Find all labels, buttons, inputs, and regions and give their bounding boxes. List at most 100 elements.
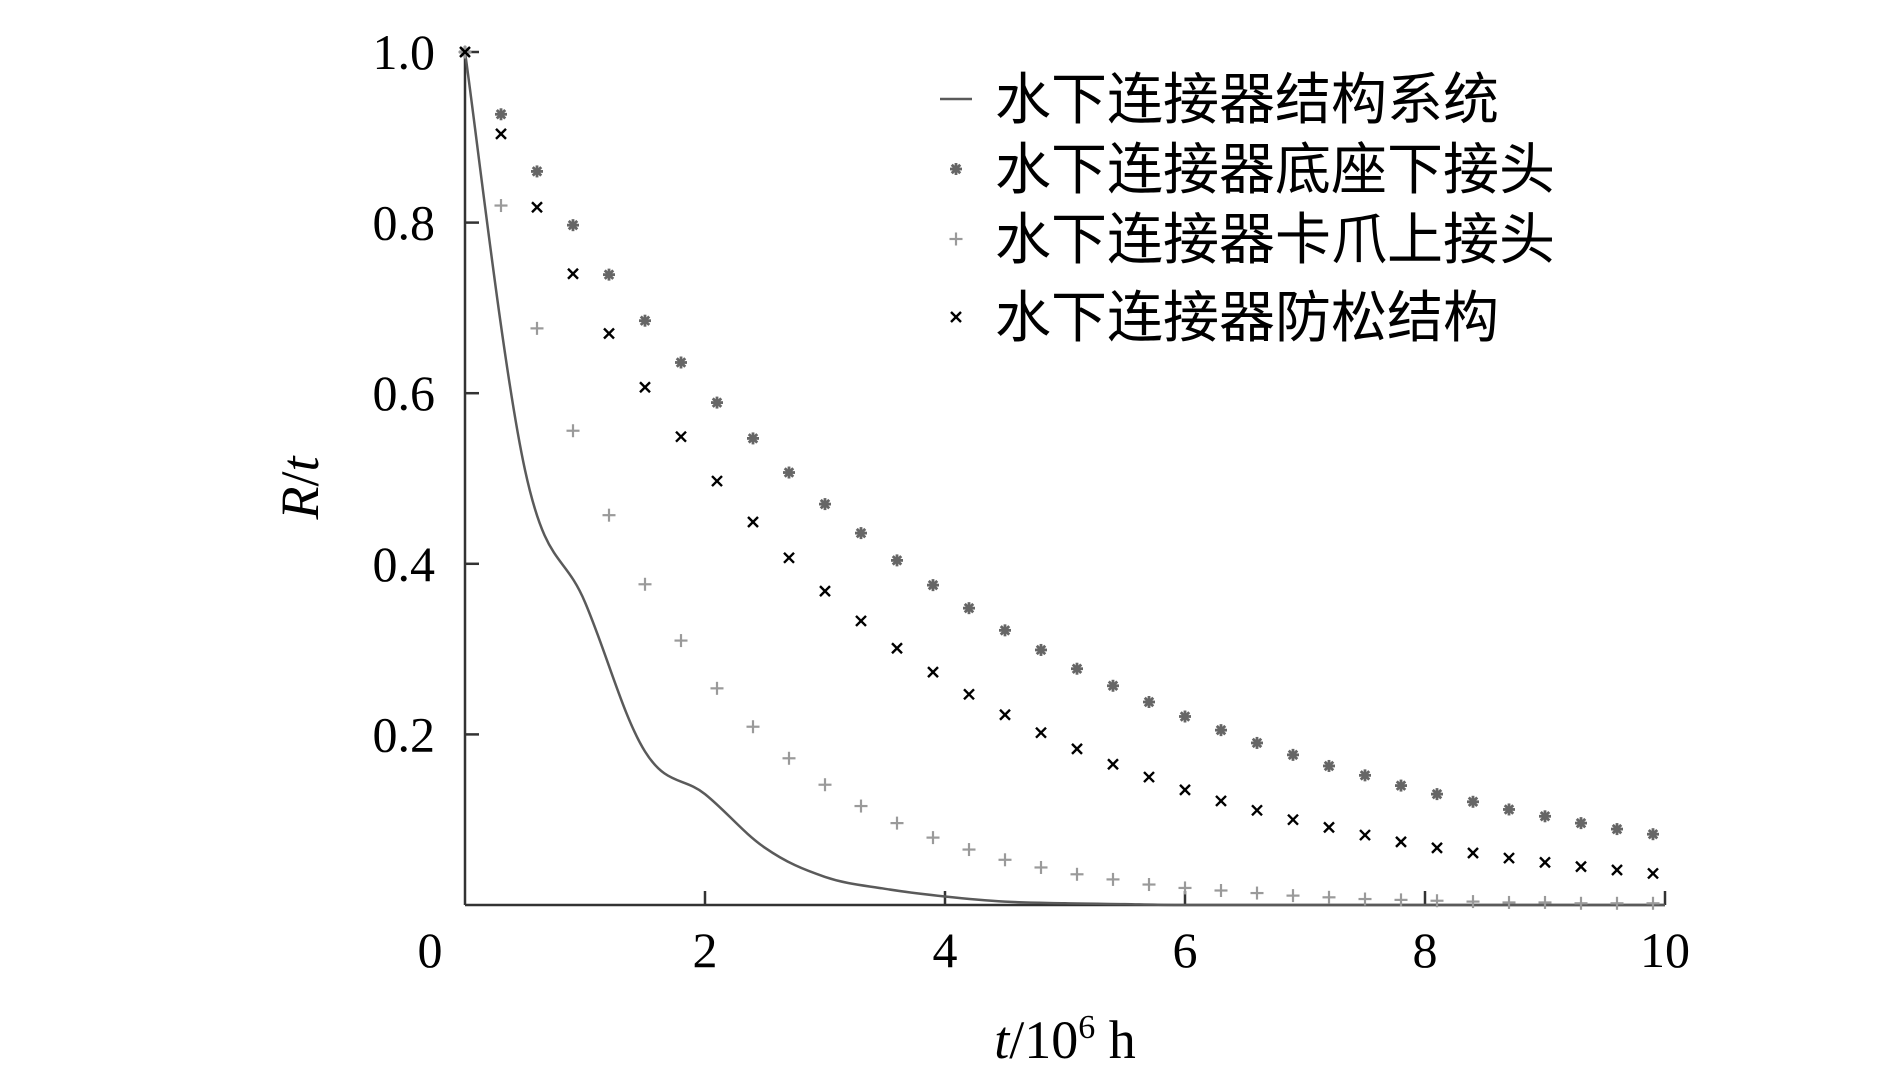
data-point-asterisk <box>1359 769 1371 782</box>
data-point-cross <box>1503 852 1515 864</box>
legend-label: 水下连接器防松结构 <box>995 286 1499 351</box>
data-point-asterisk <box>1467 795 1479 808</box>
legend-marker-asterisk <box>950 163 962 175</box>
data-point-asterisk <box>1143 695 1155 708</box>
data-point-plus <box>710 681 724 695</box>
data-point-plus <box>1142 878 1156 892</box>
data-point-cross <box>1287 813 1299 826</box>
data-point-cross <box>1071 743 1083 755</box>
data-point-cross <box>1179 783 1191 796</box>
data-point-plus <box>1286 889 1300 903</box>
data-point-plus <box>1574 896 1588 910</box>
data-point-cross <box>1251 804 1263 817</box>
data-point-plus <box>782 751 796 765</box>
series-3 <box>459 46 1659 880</box>
data-point-cross <box>1431 842 1443 854</box>
data-point-plus <box>1646 896 1660 910</box>
data-point-plus <box>566 424 580 438</box>
data-point-asterisk <box>1215 724 1227 737</box>
data-point-asterisk <box>603 268 615 281</box>
data-point-asterisk <box>495 108 507 121</box>
y-ticks: 0.2 0.4 0.6 0.8 1.0 <box>373 24 479 762</box>
x-tick-label: 10 <box>1640 922 1690 978</box>
data-point-cross <box>747 516 759 528</box>
data-point-asterisk <box>1035 643 1047 656</box>
data-point-plus <box>1106 872 1120 886</box>
data-point-plus <box>926 831 940 845</box>
data-point-cross <box>1359 829 1371 841</box>
data-point-plus <box>638 577 652 591</box>
data-point-plus <box>890 816 904 830</box>
data-point-cross <box>495 128 507 140</box>
plot-area <box>458 45 1665 910</box>
legend-marker-cross <box>950 311 962 323</box>
x-tick-label: 2 <box>693 922 718 978</box>
data-point-cross <box>999 708 1011 721</box>
data-point-plus <box>962 843 976 857</box>
data-point-cross <box>639 381 651 394</box>
data-point-cross <box>1611 864 1623 876</box>
data-point-asterisk <box>675 356 687 369</box>
x-axis-title: t/106 h <box>994 1009 1136 1070</box>
y-axis-title: R/t <box>270 455 330 521</box>
legend-marker-plus <box>949 232 963 246</box>
data-point-asterisk <box>999 624 1011 637</box>
data-point-cross <box>1143 771 1155 783</box>
data-point-plus <box>854 799 868 813</box>
y-tick-label: 0.6 <box>373 365 436 421</box>
data-point-plus <box>1250 886 1264 900</box>
x-tick-label: 6 <box>1173 922 1198 978</box>
data-point-cross <box>1539 856 1551 869</box>
data-point-plus <box>494 199 508 213</box>
series-2 <box>458 45 1660 910</box>
data-point-plus <box>1214 883 1228 897</box>
series-1 <box>459 46 1659 841</box>
data-point-cross <box>927 666 939 678</box>
data-point-asterisk <box>819 498 831 511</box>
data-point-cross <box>1323 821 1335 834</box>
data-point-asterisk <box>1503 803 1515 816</box>
data-point-asterisk <box>1251 736 1263 749</box>
y-tick-label: 0.2 <box>373 706 436 762</box>
x-tick-label: 4 <box>933 922 958 978</box>
data-point-asterisk <box>1395 779 1407 792</box>
y-tick-label: 0.4 <box>373 536 436 592</box>
data-point-asterisk <box>711 396 723 409</box>
data-point-cross <box>1107 758 1119 771</box>
data-point-asterisk <box>531 165 543 178</box>
data-point-cross <box>783 551 795 564</box>
x-tick-label: 0 <box>418 922 443 978</box>
data-point-cross <box>1395 836 1407 848</box>
data-point-cross <box>1575 860 1587 873</box>
legend-label: 水下连接器结构系统 <box>995 68 1499 133</box>
legend-label: 水下连接器卡爪上接头 <box>995 208 1555 273</box>
data-point-cross <box>891 642 903 655</box>
data-point-plus <box>1466 895 1480 909</box>
data-point-cross <box>1467 847 1479 859</box>
y-tick-label: 1.0 <box>373 24 436 80</box>
data-point-asterisk <box>963 602 975 615</box>
data-point-cross <box>1647 867 1659 880</box>
data-point-plus <box>818 778 832 792</box>
data-point-asterisk <box>1539 810 1551 823</box>
data-point-cross <box>459 46 471 58</box>
data-point-plus <box>674 634 688 648</box>
data-point-plus <box>1610 896 1624 910</box>
data-point-plus <box>1502 895 1516 909</box>
data-point-asterisk <box>783 466 795 479</box>
data-point-cross <box>711 475 723 487</box>
data-point-cross <box>675 430 687 443</box>
data-point-cross <box>963 688 975 701</box>
data-point-plus <box>746 720 760 734</box>
data-point-asterisk <box>1071 662 1083 675</box>
data-point-asterisk <box>1431 788 1443 801</box>
data-point-plus <box>1070 867 1084 881</box>
data-point-plus <box>530 321 544 335</box>
data-point-asterisk <box>927 579 939 592</box>
series-line-0 <box>463 51 1665 907</box>
data-point-cross <box>531 201 543 214</box>
x-ticks: 0 2 4 6 8 10 <box>418 891 1690 978</box>
data-point-plus <box>1394 893 1408 907</box>
